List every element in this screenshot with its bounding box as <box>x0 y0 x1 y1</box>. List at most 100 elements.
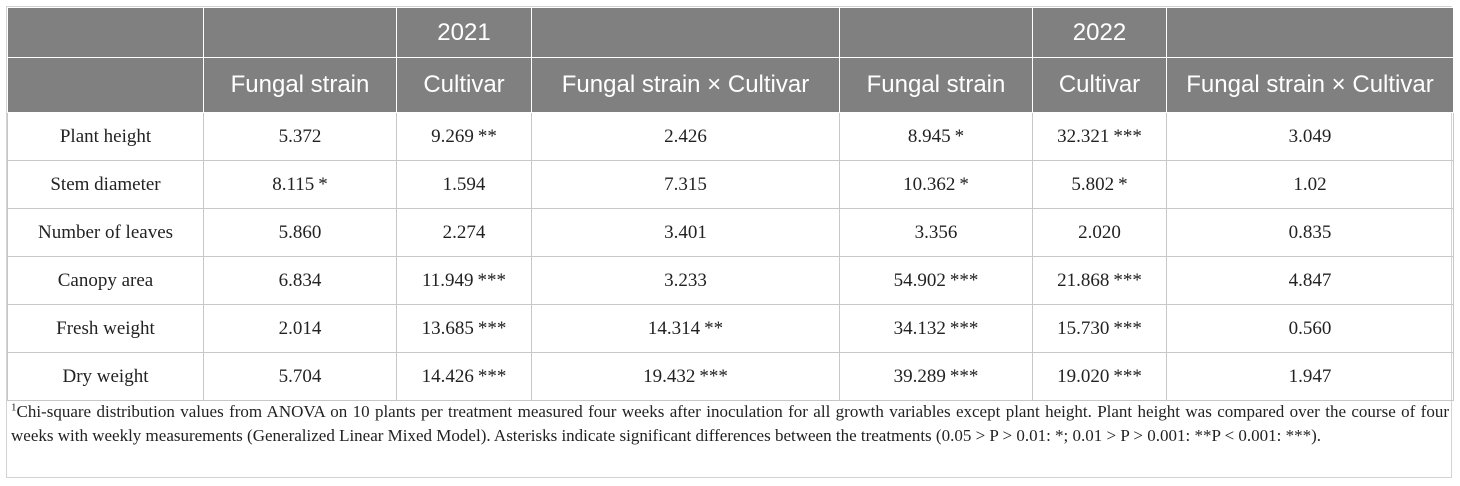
significance-marker: *** <box>1113 269 1142 291</box>
cell-value: 10.362 <box>903 173 956 195</box>
cell-value: 0.560 <box>1288 317 1332 339</box>
table-cell: 34.132 *** <box>839 304 1033 353</box>
significance-marker: *** <box>949 317 979 339</box>
header-row-years: 2021 2022 <box>7 7 1454 58</box>
column-header: Fungal strain × Cultivar <box>531 57 840 113</box>
cell-value: 54.902 <box>893 269 946 291</box>
cell-value: 15.730 <box>1057 317 1110 339</box>
significance-marker: * <box>318 173 328 195</box>
cell-value: 5.704 <box>278 365 322 387</box>
table-row: Number of leaves 5.860 2.274 3.401 3.356 2.02… <box>7 208 1454 257</box>
table-cell: 14.314 ** <box>531 304 840 353</box>
cell-value: 14.314 <box>647 317 701 339</box>
table-cell: 8.115 * <box>203 160 397 209</box>
significance-marker: * <box>959 173 969 195</box>
cell-value: 3.233 <box>664 269 707 291</box>
row-label: Fresh weight <box>7 304 204 353</box>
cell-value: 3.356 <box>914 221 958 243</box>
cell-value: 39.289 <box>893 365 946 387</box>
cell-value: 3.049 <box>1288 125 1332 147</box>
table-cell: 10.362 * <box>839 160 1033 209</box>
table-body: Plant height 5.372 9.269 ** 2.426 8.945 * 32.32… <box>7 112 1454 401</box>
significance-marker: ** <box>477 125 497 147</box>
cell-value: 21.868 <box>1057 269 1110 291</box>
header-empty-corner <box>7 7 204 58</box>
footnote-marker: 1 <box>11 401 17 414</box>
header-empty-corner <box>7 57 204 113</box>
table-cell: 2.014 <box>203 304 397 353</box>
cell-value: 13.685 <box>421 317 474 339</box>
cell-value: 34.132 <box>893 317 946 339</box>
table-cell: 11.949 *** <box>396 256 532 305</box>
header-year-2022: 2022 <box>1032 7 1167 58</box>
cell-value: 6.834 <box>278 269 322 291</box>
table-cell: 5.802 * <box>1032 160 1167 209</box>
header-row-factors: Fungal strain Cultivar Fungal strain × C… <box>7 57 1454 113</box>
column-header: Fungal strain × Cultivar <box>1166 57 1454 113</box>
row-label: Stem diameter <box>7 160 204 209</box>
table-cell: 32.321 *** <box>1032 112 1167 161</box>
header-empty <box>1166 7 1454 58</box>
cell-value: 32.321 <box>1057 125 1110 147</box>
table-cell: 19.020 *** <box>1032 352 1167 401</box>
cell-value: 19.020 <box>1057 365 1110 387</box>
footnote-text: Chi-square distribution values from ANOV… <box>11 402 1449 445</box>
cell-value: 1.02 <box>1293 173 1327 195</box>
significance-marker: *** <box>699 365 728 387</box>
column-header: Fungal strain <box>203 57 397 113</box>
row-label: Number of leaves <box>7 208 204 257</box>
table-cell: 2.426 <box>531 112 840 161</box>
significance-marker: *** <box>477 365 507 387</box>
table-row: Stem diameter 8.115 * 1.594 7.315 10.362 * 5.80… <box>7 160 1454 209</box>
table-cell: 54.902 *** <box>839 256 1033 305</box>
cell-value: 3.401 <box>664 221 707 243</box>
cell-value: 5.860 <box>278 221 322 243</box>
row-label: Plant height <box>7 112 204 161</box>
table-cell: 14.426 *** <box>396 352 532 401</box>
cell-value: 4.847 <box>1288 269 1332 291</box>
table-cell: 3.233 <box>531 256 840 305</box>
table-frame: 2021 2022 Fungal strain Cultivar Fungal … <box>6 6 1454 478</box>
cell-value: 0.835 <box>1288 221 1332 243</box>
table-cell: 5.372 <box>203 112 397 161</box>
table-cell: 7.315 <box>531 160 840 209</box>
table-row: Dry weight 5.704 14.426 *** 19.432 *** 39.289 *… <box>7 352 1454 401</box>
anova-table: 2021 2022 Fungal strain Cultivar Fungal … <box>7 7 1454 401</box>
table-cell: 3.356 <box>839 208 1033 257</box>
table-cell: 2.274 <box>396 208 532 257</box>
table-row: Canopy area 6.834 11.949 *** 3.233 54.902 *** 2… <box>7 256 1454 305</box>
table-cell: 2.020 <box>1032 208 1167 257</box>
table-cell: 39.289 *** <box>839 352 1033 401</box>
significance-marker: *** <box>1113 125 1142 147</box>
table-row: Fresh weight 2.014 13.685 *** 14.314 ** 34.132… <box>7 304 1454 353</box>
header-empty <box>531 7 840 58</box>
table-row: Plant height 5.372 9.269 ** 2.426 8.945 * 32.32… <box>7 112 1454 161</box>
table-cell: 3.049 <box>1166 112 1454 161</box>
cell-value: 5.802 <box>1071 173 1115 195</box>
cell-value: 2.014 <box>278 317 322 339</box>
cell-value: 9.269 <box>431 125 474 147</box>
cell-value: 8.115 <box>272 173 315 195</box>
table-cell: 13.685 *** <box>396 304 532 353</box>
table-cell: 1.02 <box>1166 160 1454 209</box>
cell-value: 19.432 <box>643 365 696 387</box>
table-cell: 19.432 *** <box>531 352 840 401</box>
table-cell: 4.847 <box>1166 256 1454 305</box>
significance-marker: * <box>954 125 965 147</box>
significance-marker: *** <box>949 269 979 291</box>
cell-value: 1.947 <box>1288 365 1332 387</box>
table-cell: 1.947 <box>1166 352 1454 401</box>
cell-value: 5.372 <box>278 125 322 147</box>
cell-value: 7.315 <box>664 173 707 195</box>
column-header: Fungal strain <box>839 57 1033 113</box>
table-cell: 21.868 *** <box>1032 256 1167 305</box>
cell-value: 11.949 <box>421 269 474 291</box>
cell-value: 2.020 <box>1078 221 1121 243</box>
header-year-2021: 2021 <box>396 7 532 58</box>
column-header: Cultivar <box>1032 57 1167 113</box>
table-cell: 6.834 <box>203 256 397 305</box>
significance-marker: *** <box>477 269 507 291</box>
significance-marker: *** <box>949 365 979 387</box>
significance-marker: *** <box>1113 365 1142 387</box>
row-label: Canopy area <box>7 256 204 305</box>
